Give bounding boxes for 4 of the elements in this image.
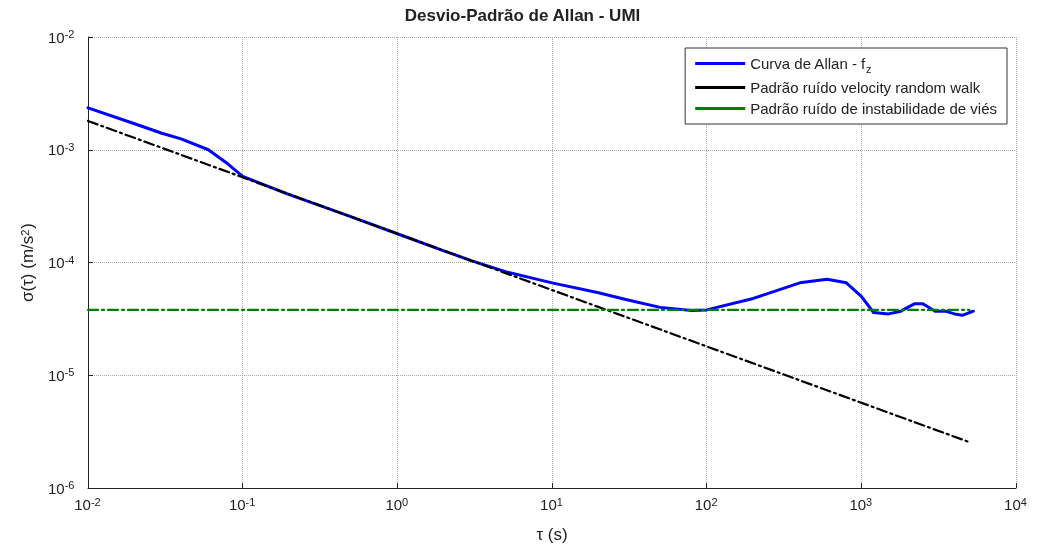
x-axis-title: τ (s) bbox=[536, 525, 568, 544]
legend-label: Padrão ruído de instabilidade de viés bbox=[750, 100, 998, 117]
legend-label: Padrão ruído velocity random walk bbox=[750, 79, 981, 96]
chart-title: Desvio-Padrão de Allan - UMI bbox=[404, 6, 641, 25]
